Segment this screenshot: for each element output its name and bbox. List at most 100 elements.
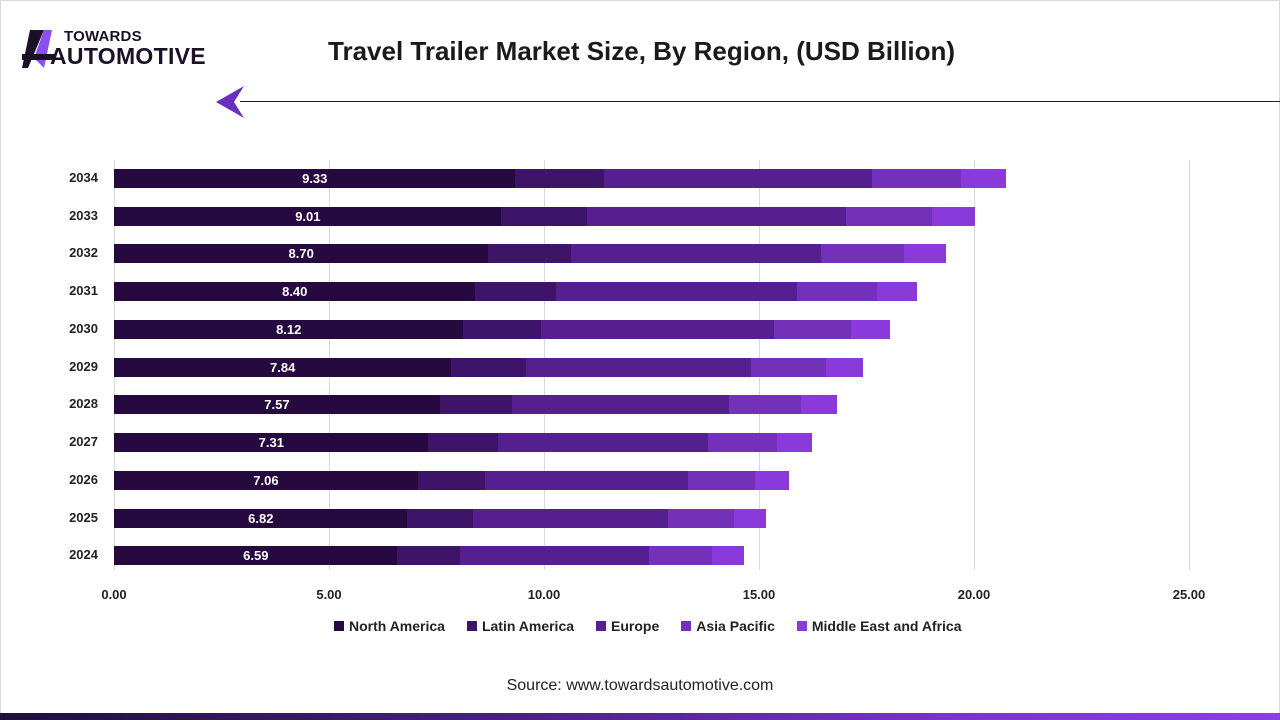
bar-segment-north-america[interactable]: 7.84: [114, 358, 452, 377]
bar-segment-asia-pacific[interactable]: [796, 282, 878, 301]
y-tick-label: 2028: [69, 396, 98, 411]
x-tick-label: 10.00: [527, 587, 561, 602]
stacked-bar-2029[interactable]: 7.84: [114, 358, 864, 377]
bar-segment-latin-america[interactable]: [439, 395, 512, 414]
x-tick-label: 20.00: [957, 587, 991, 602]
stacked-bar-2034[interactable]: 9.33: [114, 169, 1006, 188]
stacked-bar-2030[interactable]: 8.12: [114, 320, 890, 339]
bar-segment-europe[interactable]: [460, 546, 649, 565]
data-label: 6.82: [248, 511, 274, 526]
bar-segment-north-america[interactable]: 7.06: [114, 471, 418, 490]
bar-segment-europe[interactable]: [497, 433, 708, 452]
bar-segment-middle-east-and-africa[interactable]: [733, 509, 767, 528]
stacked-bar-2027[interactable]: 7.31: [114, 433, 813, 452]
bar-segment-asia-pacific[interactable]: [648, 546, 713, 565]
brand-logo: TOWARDS AUTOMOTIVE: [22, 28, 232, 70]
bar-segment-north-america[interactable]: 6.82: [114, 509, 408, 528]
bar-segment-asia-pacific[interactable]: [773, 320, 851, 339]
data-label: 9.01: [295, 209, 321, 224]
stacked-bar-2031[interactable]: 8.40: [114, 282, 918, 301]
stacked-bar-2026[interactable]: 7.06: [114, 471, 789, 490]
bar-segment-latin-america[interactable]: [428, 433, 498, 452]
bar-segment-north-america[interactable]: 6.59: [114, 546, 398, 565]
bar-segment-middle-east-and-africa[interactable]: [825, 358, 864, 377]
legend-item[interactable]: Asia Pacific: [681, 618, 775, 634]
legend-label: Middle East and Africa: [811, 618, 962, 634]
bar-segment-latin-america[interactable]: [407, 509, 473, 528]
bar-segment-europe[interactable]: [511, 395, 729, 414]
bar-segment-europe[interactable]: [525, 358, 751, 377]
bar-segment-asia-pacific[interactable]: [668, 509, 734, 528]
bar-segment-middle-east-and-africa[interactable]: [877, 282, 918, 301]
legend-item[interactable]: Latin America: [466, 618, 574, 634]
legend-swatch-icon: [466, 621, 477, 631]
chart-legend: North America Latin America Europe Asia Pac…: [334, 618, 962, 634]
bar-segment-north-america[interactable]: 7.57: [114, 395, 440, 414]
logo-text-towards: TOWARDS: [64, 28, 142, 45]
bar-segment-middle-east-and-africa[interactable]: [904, 244, 947, 263]
bar-segment-middle-east-and-africa[interactable]: [777, 433, 813, 452]
bar-segment-north-america[interactable]: 7.31: [114, 433, 429, 452]
x-tick-label: 0.00: [101, 587, 127, 602]
bar-segment-north-america[interactable]: 9.01: [114, 207, 502, 226]
bar-segment-latin-america[interactable]: [488, 244, 572, 263]
logo-text-automotive: AUTOMOTIVE: [50, 43, 206, 69]
header-divider: [240, 101, 1280, 102]
y-tick-label: 2030: [69, 321, 98, 336]
bar-segment-latin-america[interactable]: [451, 358, 526, 377]
bar-segment-asia-pacific[interactable]: [707, 433, 778, 452]
stacked-bar-2025[interactable]: 6.82: [114, 509, 767, 528]
bar-segment-asia-pacific[interactable]: [750, 358, 826, 377]
bar-segment-middle-east-and-africa[interactable]: [801, 395, 838, 414]
bar-segment-latin-america[interactable]: [463, 320, 541, 339]
y-tick-label: 2026: [69, 472, 98, 487]
arrow-left-icon: [216, 86, 244, 118]
bar-segment-middle-east-and-africa[interactable]: [755, 471, 789, 490]
legend-label: Asia Pacific: [696, 618, 775, 634]
bar-segment-europe[interactable]: [485, 471, 688, 490]
legend-item[interactable]: North America: [334, 618, 445, 634]
legend-swatch-icon: [681, 621, 692, 631]
stacked-bar-2032[interactable]: 8.70: [114, 244, 947, 263]
bar-segment-latin-america[interactable]: [515, 169, 605, 188]
bar-segment-middle-east-and-africa[interactable]: [850, 320, 890, 339]
y-tick-label: 2033: [69, 208, 98, 223]
legend-item[interactable]: Middle East and Africa: [796, 618, 962, 634]
bar-segment-north-america[interactable]: 8.70: [114, 244, 489, 263]
bar-segment-latin-america[interactable]: [475, 282, 556, 301]
stacked-bar-2033[interactable]: 9.01: [114, 207, 976, 226]
data-label: 8.40: [282, 284, 308, 299]
bar-segment-middle-east-and-africa[interactable]: [712, 546, 744, 565]
data-label: 7.31: [258, 435, 284, 450]
bar-segment-middle-east-and-africa[interactable]: [961, 169, 1006, 188]
bar-segment-latin-america[interactable]: [397, 546, 461, 565]
bar-segment-europe[interactable]: [604, 169, 873, 188]
bar-segment-asia-pacific[interactable]: [872, 169, 962, 188]
data-label: 9.33: [302, 171, 328, 186]
bar-segment-middle-east-and-africa[interactable]: [932, 207, 976, 226]
legend-label: Europe: [611, 618, 660, 634]
bar-segment-europe[interactable]: [472, 509, 669, 528]
bar-segment-asia-pacific[interactable]: [846, 207, 933, 226]
legend-item[interactable]: Europe: [596, 618, 659, 634]
bar-segment-north-america[interactable]: 8.12: [114, 320, 464, 339]
bar-segment-europe[interactable]: [571, 244, 822, 263]
y-tick-label: 2029: [69, 359, 98, 374]
bar-segment-asia-pacific[interactable]: [821, 244, 905, 263]
bar-segment-asia-pacific[interactable]: [728, 395, 802, 414]
data-label: 7.57: [264, 397, 290, 412]
bar-segment-europe[interactable]: [555, 282, 797, 301]
bar-segment-latin-america[interactable]: [417, 471, 486, 490]
stacked-bar-2024[interactable]: 6.59: [114, 546, 744, 565]
logo-mark-icon: [22, 30, 56, 68]
bar-segment-europe[interactable]: [587, 207, 847, 226]
bar-segment-asia-pacific[interactable]: [687, 471, 756, 490]
stacked-bar-2028[interactable]: 7.57: [114, 395, 838, 414]
bar-segment-latin-america[interactable]: [501, 207, 588, 226]
plot-area: 9.33 9.01 8.70 8.40 8.12 7.84 7.57 7.31 7.06 6.82…: [114, 160, 1190, 570]
bar-segment-north-america[interactable]: 9.33: [114, 169, 516, 188]
bar-segment-europe[interactable]: [540, 320, 774, 339]
legend-label: North America: [349, 618, 445, 634]
bar-segment-north-america[interactable]: 8.40: [114, 282, 476, 301]
legend-swatch-icon: [796, 621, 807, 631]
